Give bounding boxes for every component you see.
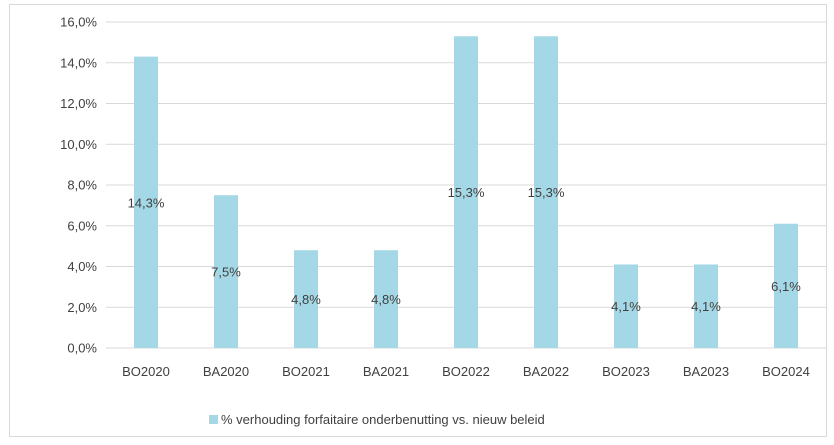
y-tick-label: 10,0% [60, 137, 97, 152]
y-tick-label: 8,0% [67, 178, 97, 193]
bar [454, 36, 478, 348]
legend-label: % verhouding forfaitaire onderbenutting … [221, 412, 545, 427]
data-label: 15,3% [448, 185, 485, 200]
x-axis-tick-labels: BO2020 BA2020 BO2021 BA2021 BO2022 BA2022 BO20… [122, 364, 810, 379]
y-tick-label: 4,0% [67, 259, 97, 274]
y-tick-label: 2,0% [67, 300, 97, 315]
data-label: 4,1% [611, 299, 641, 314]
bar [614, 264, 638, 348]
bar [134, 56, 158, 348]
bar [294, 250, 318, 348]
y-tick-label: 14,0% [60, 55, 97, 70]
bar [774, 223, 798, 348]
y-tick-label: 16,0% [60, 15, 97, 30]
legend: % verhouding forfaitaire onderbenutting … [209, 412, 545, 427]
bar [694, 264, 718, 348]
x-tick-label: BO2024 [762, 364, 810, 379]
bar [214, 195, 238, 348]
x-tick-label: BO2023 [602, 364, 650, 379]
x-tick-label: BA2022 [523, 364, 569, 379]
x-tick-label: BO2022 [442, 364, 490, 379]
x-tick-label: BO2020 [122, 364, 170, 379]
data-labels: 14,3% 7,5% 4,8% 4,8% 15,3% 15,3% 4,1% 4,1% 6,1% [128, 185, 802, 314]
x-tick-label: BA2021 [363, 364, 409, 379]
x-tick-label: BO2021 [282, 364, 330, 379]
data-label: 14,3% [128, 195, 165, 210]
y-tick-label: 12,0% [60, 96, 97, 111]
x-tick-label: BA2020 [203, 364, 249, 379]
bar [534, 36, 558, 348]
y-axis-tick-labels: 0,0% 2,0% 4,0% 6,0% 8,0% 10,0% 12,0% 14,0% 16,0% [60, 15, 97, 356]
bar [374, 250, 398, 348]
y-tick-label: 6,0% [67, 218, 97, 233]
data-label: 6,1% [771, 279, 801, 294]
data-label: 4,8% [371, 292, 401, 307]
legend-swatch [209, 415, 218, 424]
bars [134, 36, 798, 348]
data-label: 4,1% [691, 299, 721, 314]
data-label: 4,8% [291, 292, 321, 307]
data-label: 7,5% [211, 265, 241, 280]
x-tick-label: BA2023 [683, 364, 729, 379]
data-label: 15,3% [528, 185, 565, 200]
y-tick-label: 0,0% [67, 341, 97, 356]
